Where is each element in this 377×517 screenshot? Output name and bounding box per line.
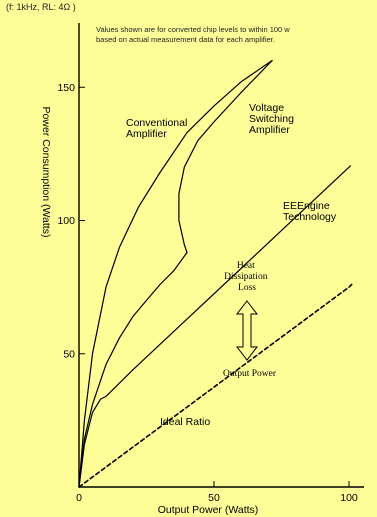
series-eeengine-technology bbox=[78, 165, 351, 488]
series-conventional-amplifier bbox=[78, 59, 273, 488]
y-tick-label: 150 bbox=[57, 82, 75, 94]
x-tick-label: 50 bbox=[208, 492, 220, 504]
ideal-ratio-label: Ideal Ratio bbox=[160, 416, 210, 428]
series-voltage-switching-amplifier bbox=[78, 59, 273, 488]
output-power-annotation: Output Power bbox=[223, 369, 277, 379]
eeengine-label: EEEngine Technology bbox=[283, 200, 337, 223]
x-tick-label: 0 bbox=[76, 492, 82, 504]
y-ticks: 50 100 150 bbox=[57, 82, 85, 360]
conventional-label: Conventional Amplifier bbox=[126, 117, 190, 140]
x-ticks: 0 50 100 bbox=[76, 481, 358, 504]
y-axis-label: Power Consumption (Watts) bbox=[40, 107, 52, 238]
eeengine-label-line-1: EEEngine bbox=[283, 200, 330, 212]
heat-dissipation-line-3: Loss bbox=[238, 283, 256, 293]
voltage-switching-label-line-2: Switching bbox=[249, 113, 294, 125]
heat-dissipation-line-1: Heat bbox=[237, 261, 255, 271]
heat-dissipation-label: Heat Dissipation Loss bbox=[224, 261, 270, 293]
conditions-label: (f: 1kHz, RL: 4Ω ) bbox=[6, 2, 76, 12]
conventional-label-line-2: Amplifier bbox=[126, 128, 167, 140]
note-line-1: Values shown are for converted chip leve… bbox=[96, 25, 290, 34]
x-tick-label: 100 bbox=[340, 492, 358, 504]
voltage-switching-label-line-1: Voltage bbox=[249, 102, 284, 114]
x-axis-label: Output Power (Watts) bbox=[158, 504, 259, 516]
voltage-switching-label: Voltage Switching Amplifier bbox=[249, 102, 297, 136]
double-arrow bbox=[235, 300, 259, 361]
voltage-switching-label-line-3: Amplifier bbox=[249, 124, 290, 136]
conventional-label-line-1: Conventional bbox=[126, 117, 187, 129]
y-tick-label: 100 bbox=[57, 215, 75, 227]
note-line-2: based on actual measurement data for eac… bbox=[96, 35, 275, 44]
eeengine-label-line-2: Technology bbox=[283, 211, 337, 223]
y-tick-label: 50 bbox=[63, 348, 75, 360]
series-layer bbox=[78, 59, 353, 488]
series-ideal-ratio bbox=[78, 283, 353, 488]
heat-dissipation-line-2: Dissipation bbox=[224, 272, 268, 282]
